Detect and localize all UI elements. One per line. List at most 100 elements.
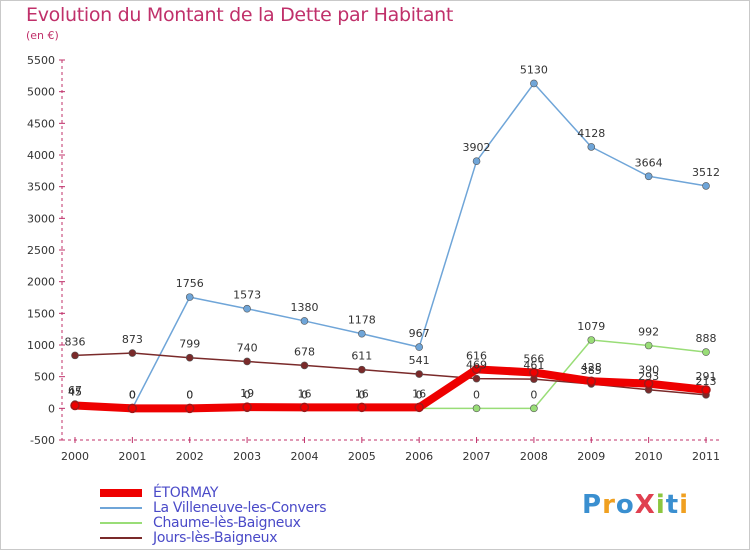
legend-swatch-chaume bbox=[100, 522, 142, 524]
x-tick-label: 2000 bbox=[61, 450, 89, 463]
data-point-0 bbox=[127, 403, 138, 414]
x-tick-label: 2007 bbox=[463, 450, 491, 463]
data-point-3 bbox=[185, 353, 194, 362]
data-label-2: 0 bbox=[301, 388, 308, 401]
proxiti-logo: ProXiti bbox=[582, 490, 690, 520]
series-line-0 bbox=[71, 365, 710, 413]
data-label-2: 0 bbox=[186, 388, 193, 401]
y-tick-label: 2500 bbox=[27, 244, 55, 257]
data-point-0 bbox=[299, 402, 310, 413]
data-point-3 bbox=[472, 374, 481, 383]
y-tick-label: 3500 bbox=[27, 181, 55, 194]
y-tick-label: 1500 bbox=[27, 307, 55, 320]
data-label-1: 1380 bbox=[290, 301, 318, 314]
data-point-1 bbox=[185, 293, 194, 301]
y-tick-label: 1000 bbox=[27, 339, 55, 352]
data-point-0 bbox=[471, 364, 482, 375]
data-point-0 bbox=[242, 402, 252, 412]
data-label-2: 0 bbox=[473, 388, 480, 401]
chart-title: Evolution du Montant de la Dette par Hab… bbox=[26, 4, 454, 26]
data-point-2 bbox=[472, 404, 481, 413]
data-label-0: 291 bbox=[696, 370, 717, 383]
data-label-2: 992 bbox=[638, 326, 659, 339]
data-label-2: 0 bbox=[358, 388, 365, 401]
data-label-1: 3902 bbox=[463, 141, 491, 154]
legend-item-villeneuve: La Villeneuve-les-Convers bbox=[100, 501, 420, 516]
legend-label-chaume: Chaume-lès-Baigneux bbox=[153, 515, 301, 531]
x-tick-label: 2009 bbox=[577, 450, 605, 463]
data-label-2: 0 bbox=[244, 388, 251, 401]
data-label-0: 45 bbox=[68, 385, 82, 398]
data-point-1 bbox=[644, 172, 653, 181]
data-label-3: 678 bbox=[294, 345, 315, 358]
x-tick-label: 2010 bbox=[635, 450, 663, 463]
data-label-0: 16 bbox=[412, 387, 426, 400]
data-label-1: 967 bbox=[409, 327, 430, 340]
data-point-1 bbox=[415, 343, 423, 351]
data-point-1 bbox=[530, 79, 538, 88]
data-label-0: 566 bbox=[523, 352, 544, 365]
legend-label-villeneuve: La Villeneuve-les-Convers bbox=[153, 500, 327, 516]
data-point-3 bbox=[243, 357, 251, 366]
y-tick-label: 5500 bbox=[27, 54, 55, 67]
x-tick-label: 2008 bbox=[520, 450, 548, 463]
legend-swatch-villeneuve bbox=[100, 507, 142, 509]
data-label-1: 1756 bbox=[176, 277, 204, 290]
data-label-2: 0 bbox=[416, 388, 423, 401]
data-point-3 bbox=[358, 365, 366, 374]
x-tick-label: 2011 bbox=[692, 450, 720, 463]
data-point-0 bbox=[643, 378, 654, 389]
series-line-3 bbox=[74, 352, 707, 396]
data-point-1 bbox=[472, 157, 481, 166]
data-label-3: 293 bbox=[638, 370, 659, 383]
legend-swatch-jours bbox=[100, 537, 142, 539]
data-point-0 bbox=[586, 376, 597, 386]
data-label-0: 428 bbox=[581, 361, 602, 374]
legend: ÉTORMAY La Villeneuve-les-Convers Chaume… bbox=[100, 486, 420, 546]
data-label-3: 836 bbox=[65, 335, 86, 348]
data-point-1 bbox=[358, 329, 366, 338]
data-label-3: 740 bbox=[237, 341, 258, 354]
data-point-2 bbox=[530, 404, 538, 413]
legend-label-jours: Jours-lès-Baigneux bbox=[153, 530, 278, 546]
y-tick-label: 5000 bbox=[27, 86, 55, 99]
data-point-3 bbox=[128, 349, 137, 357]
data-label-1: 3512 bbox=[692, 166, 720, 179]
data-label-3: 213 bbox=[696, 375, 717, 388]
data-label-1: 5130 bbox=[520, 63, 548, 76]
data-label-3: 611 bbox=[351, 350, 372, 363]
data-label-0: 390 bbox=[638, 364, 659, 377]
data-point-0 bbox=[529, 367, 539, 378]
data-label-3: 873 bbox=[122, 333, 143, 346]
data-label-2: 67 bbox=[68, 384, 82, 397]
data-point-2 bbox=[587, 336, 596, 344]
data-point-3 bbox=[415, 370, 423, 378]
series-line-1 bbox=[74, 82, 707, 410]
data-label-1: 4128 bbox=[577, 127, 605, 140]
x-tick-label: 2002 bbox=[176, 450, 204, 463]
data-point-1 bbox=[702, 182, 710, 190]
data-label-0: 16 bbox=[297, 387, 311, 400]
data-label-0: 616 bbox=[466, 349, 487, 362]
data-label-0: 0 bbox=[129, 388, 136, 401]
y-tick-label: 4500 bbox=[27, 117, 55, 130]
y-tick-label: -500 bbox=[30, 434, 55, 447]
unit-label: (en €) bbox=[26, 29, 59, 42]
data-point-1 bbox=[300, 317, 309, 325]
data-point-0 bbox=[184, 403, 195, 414]
x-tick-label: 2005 bbox=[348, 450, 376, 463]
data-point-2 bbox=[702, 348, 710, 356]
data-label-2: 888 bbox=[696, 332, 717, 345]
data-label-2: 0 bbox=[129, 388, 136, 401]
data-point-0 bbox=[414, 402, 424, 413]
legend-item-etormay: ÉTORMAY bbox=[100, 486, 420, 501]
data-label-0: 19 bbox=[240, 387, 254, 400]
data-point-0 bbox=[357, 402, 367, 413]
series-line-2 bbox=[74, 339, 707, 410]
legend-label-etormay: ÉTORMAY bbox=[153, 485, 219, 501]
x-tick-label: 2001 bbox=[118, 450, 146, 463]
data-point-3 bbox=[71, 351, 79, 360]
data-label-3: 461 bbox=[523, 359, 544, 372]
